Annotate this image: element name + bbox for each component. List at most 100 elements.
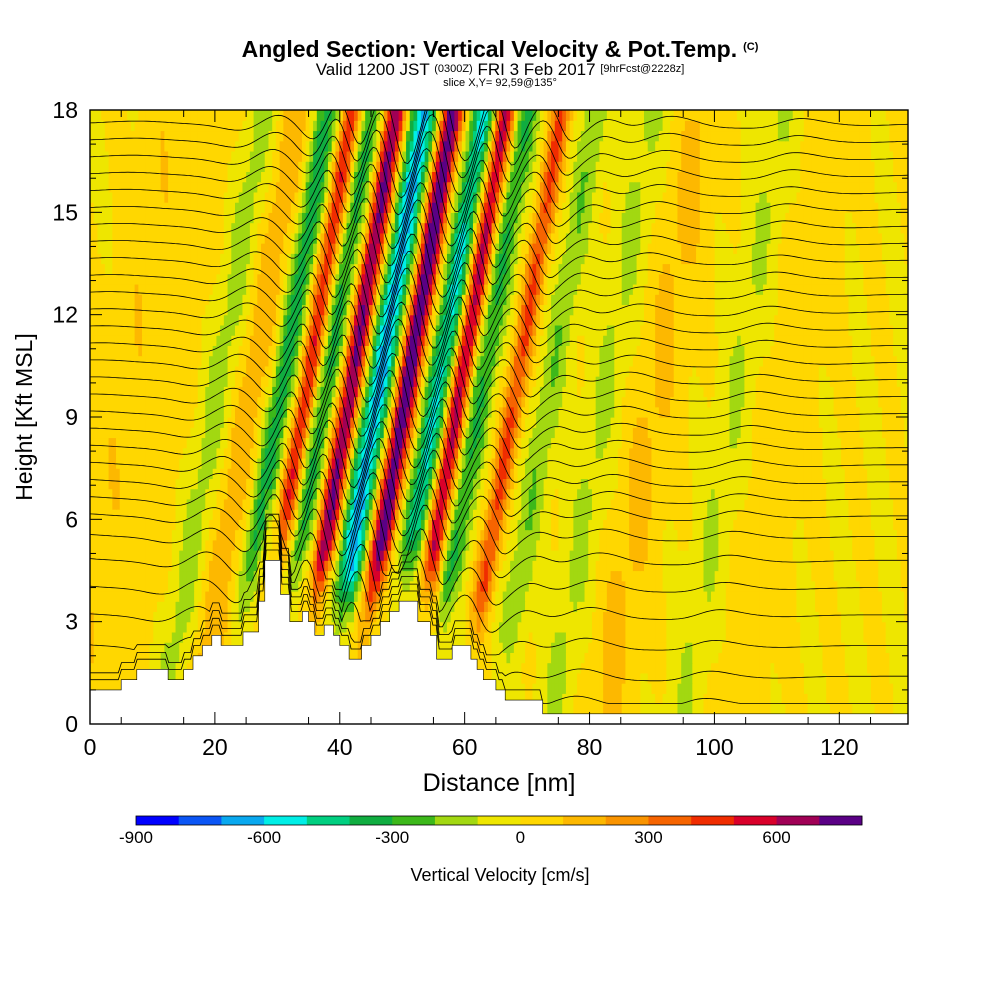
velocity-cell (558, 693, 563, 705)
velocity-cell (647, 672, 653, 684)
velocity-cell (822, 662, 827, 674)
velocity-cell (777, 662, 783, 674)
velocity-cell (807, 590, 812, 602)
velocity-cell (268, 498, 273, 510)
velocity-cell (372, 570, 377, 582)
velocity-cell (331, 498, 336, 510)
velocity-cell (562, 488, 567, 500)
velocity-cell (666, 601, 671, 613)
velocity-cell (881, 621, 887, 633)
velocity-cell (153, 488, 158, 500)
velocity-cell (543, 509, 548, 520)
velocity-cell (484, 498, 489, 510)
velocity-cell (547, 631, 552, 643)
velocity-cell (848, 611, 853, 623)
velocity-cell (93, 488, 99, 500)
velocity-cell (212, 621, 218, 633)
velocity-cell (815, 631, 820, 643)
velocity-cell (647, 703, 653, 715)
velocity-cell (361, 621, 366, 633)
velocity-cell (848, 683, 853, 694)
velocity-cell (800, 631, 805, 643)
velocity-cell (803, 498, 809, 510)
velocity-cell (257, 560, 262, 572)
velocity-cell (101, 652, 106, 664)
velocity-cell (662, 642, 667, 653)
velocity-cell (171, 672, 177, 684)
velocity-cell (179, 498, 184, 510)
velocity-cell (844, 570, 850, 582)
velocity-cell (517, 672, 522, 684)
velocity-cell (800, 672, 805, 684)
velocity-cell (365, 498, 370, 510)
velocity-cell (889, 570, 894, 582)
velocity-cell (893, 519, 898, 531)
velocity-cell (116, 550, 121, 561)
velocity-cell (101, 642, 106, 653)
velocity-cell (681, 672, 686, 684)
velocity-cell (320, 519, 325, 531)
velocity-cell (346, 590, 351, 602)
velocity-cell (751, 560, 757, 572)
velocity-cell (818, 498, 824, 510)
velocity-cell (714, 519, 719, 531)
velocity-cell (807, 580, 812, 592)
velocity-cell (201, 550, 206, 561)
velocity-cell (476, 621, 482, 633)
velocity-cell (818, 519, 824, 531)
velocity-cell (762, 560, 768, 572)
velocity-cell (833, 590, 838, 602)
velocity-cell (710, 642, 716, 653)
velocity-cell (231, 498, 236, 510)
velocity-cell (253, 509, 258, 520)
velocity-cell (789, 703, 794, 715)
velocity-cell (610, 631, 615, 643)
velocity-cell (785, 621, 790, 633)
velocity-cell (632, 631, 638, 643)
velocity-cell (279, 498, 284, 510)
velocity-cell (896, 693, 902, 705)
velocity-cell (528, 652, 534, 664)
velocity-cell (227, 509, 232, 520)
velocity-cell (324, 590, 329, 602)
velocity-cell (327, 498, 333, 510)
velocity-cell (108, 560, 113, 572)
velocity-cell (666, 703, 671, 715)
velocity-cell (584, 570, 589, 582)
velocity-cell (149, 529, 154, 541)
velocity-cell (123, 519, 128, 531)
velocity-cell (554, 693, 560, 705)
velocity-cell (896, 539, 902, 551)
velocity-cell (525, 652, 530, 664)
velocity-cell (521, 580, 526, 592)
velocity-cell (543, 693, 548, 705)
velocity-cell (521, 560, 526, 572)
velocity-cell (513, 642, 519, 653)
velocity-cell (837, 611, 842, 623)
velocity-cell (138, 498, 143, 510)
velocity-cell (666, 580, 671, 592)
velocity-cell (246, 611, 251, 623)
velocity-cell (491, 519, 496, 531)
velocity-cell (703, 509, 708, 520)
velocity-cell (406, 550, 411, 561)
velocity-cell (870, 703, 876, 715)
velocity-cell (487, 631, 493, 643)
velocity-cell (361, 550, 366, 561)
velocity-cell (651, 560, 656, 572)
velocity-cell (439, 560, 444, 572)
velocity-cell (499, 631, 504, 643)
velocity-cell (759, 703, 764, 715)
velocity-cell (331, 580, 336, 592)
velocity-cell (153, 601, 158, 613)
velocity-cell (815, 570, 820, 582)
velocity-cell (342, 621, 348, 633)
velocity-cell (625, 488, 630, 500)
velocity-cell (625, 703, 630, 715)
velocity-cell (781, 662, 786, 674)
velocity-cell (551, 683, 556, 694)
velocity-cell (532, 560, 537, 572)
velocity-cell (710, 560, 716, 572)
velocity-cell (428, 529, 433, 541)
velocity-cell (852, 539, 857, 551)
